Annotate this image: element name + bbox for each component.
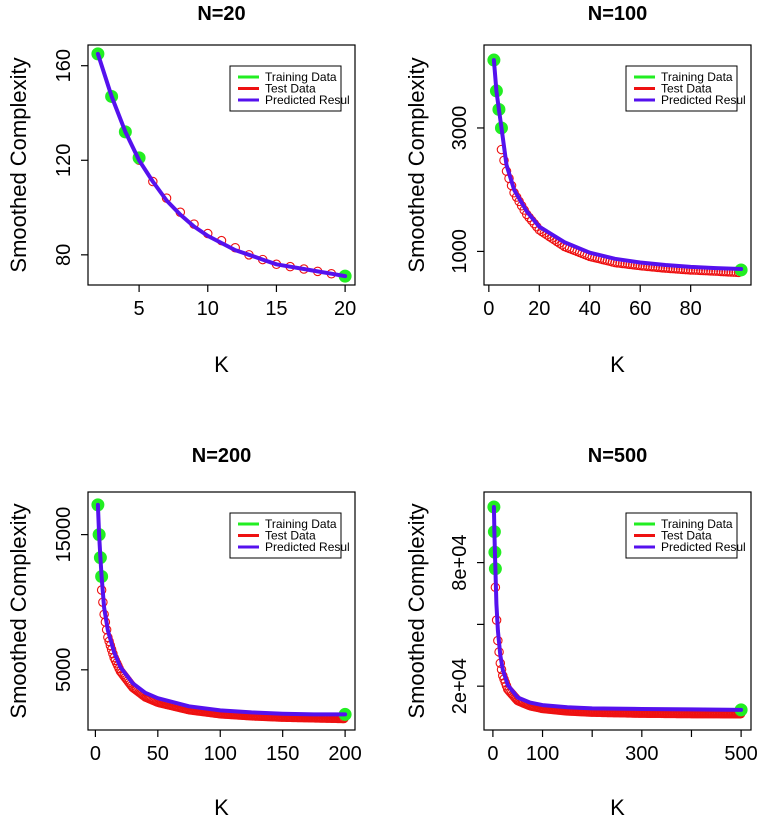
y-tick-label: 3000: [449, 106, 471, 150]
x-tick-label: 40: [579, 298, 601, 320]
chart-title: N=500: [588, 445, 648, 467]
legend-label: Predicted Resul: [265, 540, 350, 554]
y-tick-label: 80: [53, 244, 75, 266]
legend-label: Predicted Resul: [661, 93, 746, 107]
predicted-result-line: [95, 51, 348, 279]
x-tick-label: 5: [134, 298, 145, 320]
legend-label: Test Data: [661, 529, 712, 543]
chart-title: N=20: [197, 3, 245, 25]
legend-label: Training Data: [661, 517, 733, 531]
x-tick-label: 10: [197, 298, 219, 320]
x-tick-label: 300: [625, 743, 658, 765]
chart-panel-3: N=200 0 50 100 150 200 5000 15000 K Smoothed Comp…: [6, 445, 362, 817]
y-tick-label: 2e+04: [449, 658, 471, 714]
y-tick-label: 160: [53, 49, 75, 82]
x-tick-label: 0: [90, 743, 101, 765]
predicted-result-line: [95, 502, 348, 717]
y-tick-label: 120: [53, 144, 75, 177]
chart-title: N=200: [192, 445, 252, 467]
x-tick-label: 200: [328, 743, 361, 765]
y-axis-label: Smoothed Complexity: [404, 503, 429, 718]
x-tick-label: 20: [334, 298, 356, 320]
legend-label: Training Data: [265, 517, 337, 531]
y-tick-label: 8e+04: [449, 535, 471, 591]
x-axis-label: K: [610, 352, 625, 377]
x-axis-label: K: [214, 352, 229, 377]
legend-label: Training Data: [265, 70, 337, 84]
x-tick-label: 100: [204, 743, 237, 765]
x-tick-label: 80: [680, 298, 702, 320]
y-tick-label: 1000: [449, 229, 471, 273]
plot-frame: [87, 491, 356, 731]
chart-title: N=100: [588, 3, 648, 25]
y-axis-label: Smoothed Complexity: [404, 57, 429, 272]
legend-label: Predicted Resul: [265, 93, 350, 107]
chart-panel-1: N=20 5 10 15 20 80 120 160 K Smoothed Complexity T…: [6, 3, 356, 377]
x-axis-label: K: [214, 795, 229, 817]
predicted-result-line: [491, 505, 744, 712]
test-data-point: [148, 176, 158, 187]
x-tick-label: 0: [487, 743, 498, 765]
x-tick-label: 60: [629, 298, 651, 320]
legend-label: Test Data: [265, 82, 316, 96]
y-tick-label: 15000: [53, 507, 75, 563]
legend-label: Test Data: [265, 529, 316, 543]
plot-frame: [483, 44, 752, 286]
predicted-result-line: [491, 58, 744, 271]
legend-label: Test Data: [661, 82, 712, 96]
chart-panel-2: N=100 0 20 40 60 80 1000 3000 K Smoothed Complexi…: [404, 3, 752, 377]
y-axis-label: Smoothed Complexity: [6, 57, 31, 272]
x-axis-label: K: [610, 795, 625, 817]
x-tick-label: 500: [724, 743, 757, 765]
legend-label: Training Data: [661, 70, 733, 84]
chart-panel-4: N=500 0 100 300 500 2e+04 8e+04 K Smoothed Compl…: [404, 445, 758, 817]
x-tick-label: 100: [526, 743, 559, 765]
x-tick-label: 20: [528, 298, 550, 320]
y-axis-label: Smoothed Complexity: [6, 503, 31, 718]
plot-area: [487, 53, 748, 278]
plot-area: [91, 47, 352, 283]
plot-area: [487, 500, 748, 719]
x-tick-label: 150: [266, 743, 299, 765]
legend-label: Predicted Resul: [661, 540, 746, 554]
x-tick-label: 50: [147, 743, 169, 765]
x-tick-label: 0: [483, 298, 494, 320]
y-tick-label: 5000: [53, 648, 75, 693]
plot-frame: [483, 491, 752, 731]
x-tick-label: 15: [265, 298, 287, 320]
plot-area: [91, 498, 352, 724]
plot-frame: [87, 44, 356, 286]
